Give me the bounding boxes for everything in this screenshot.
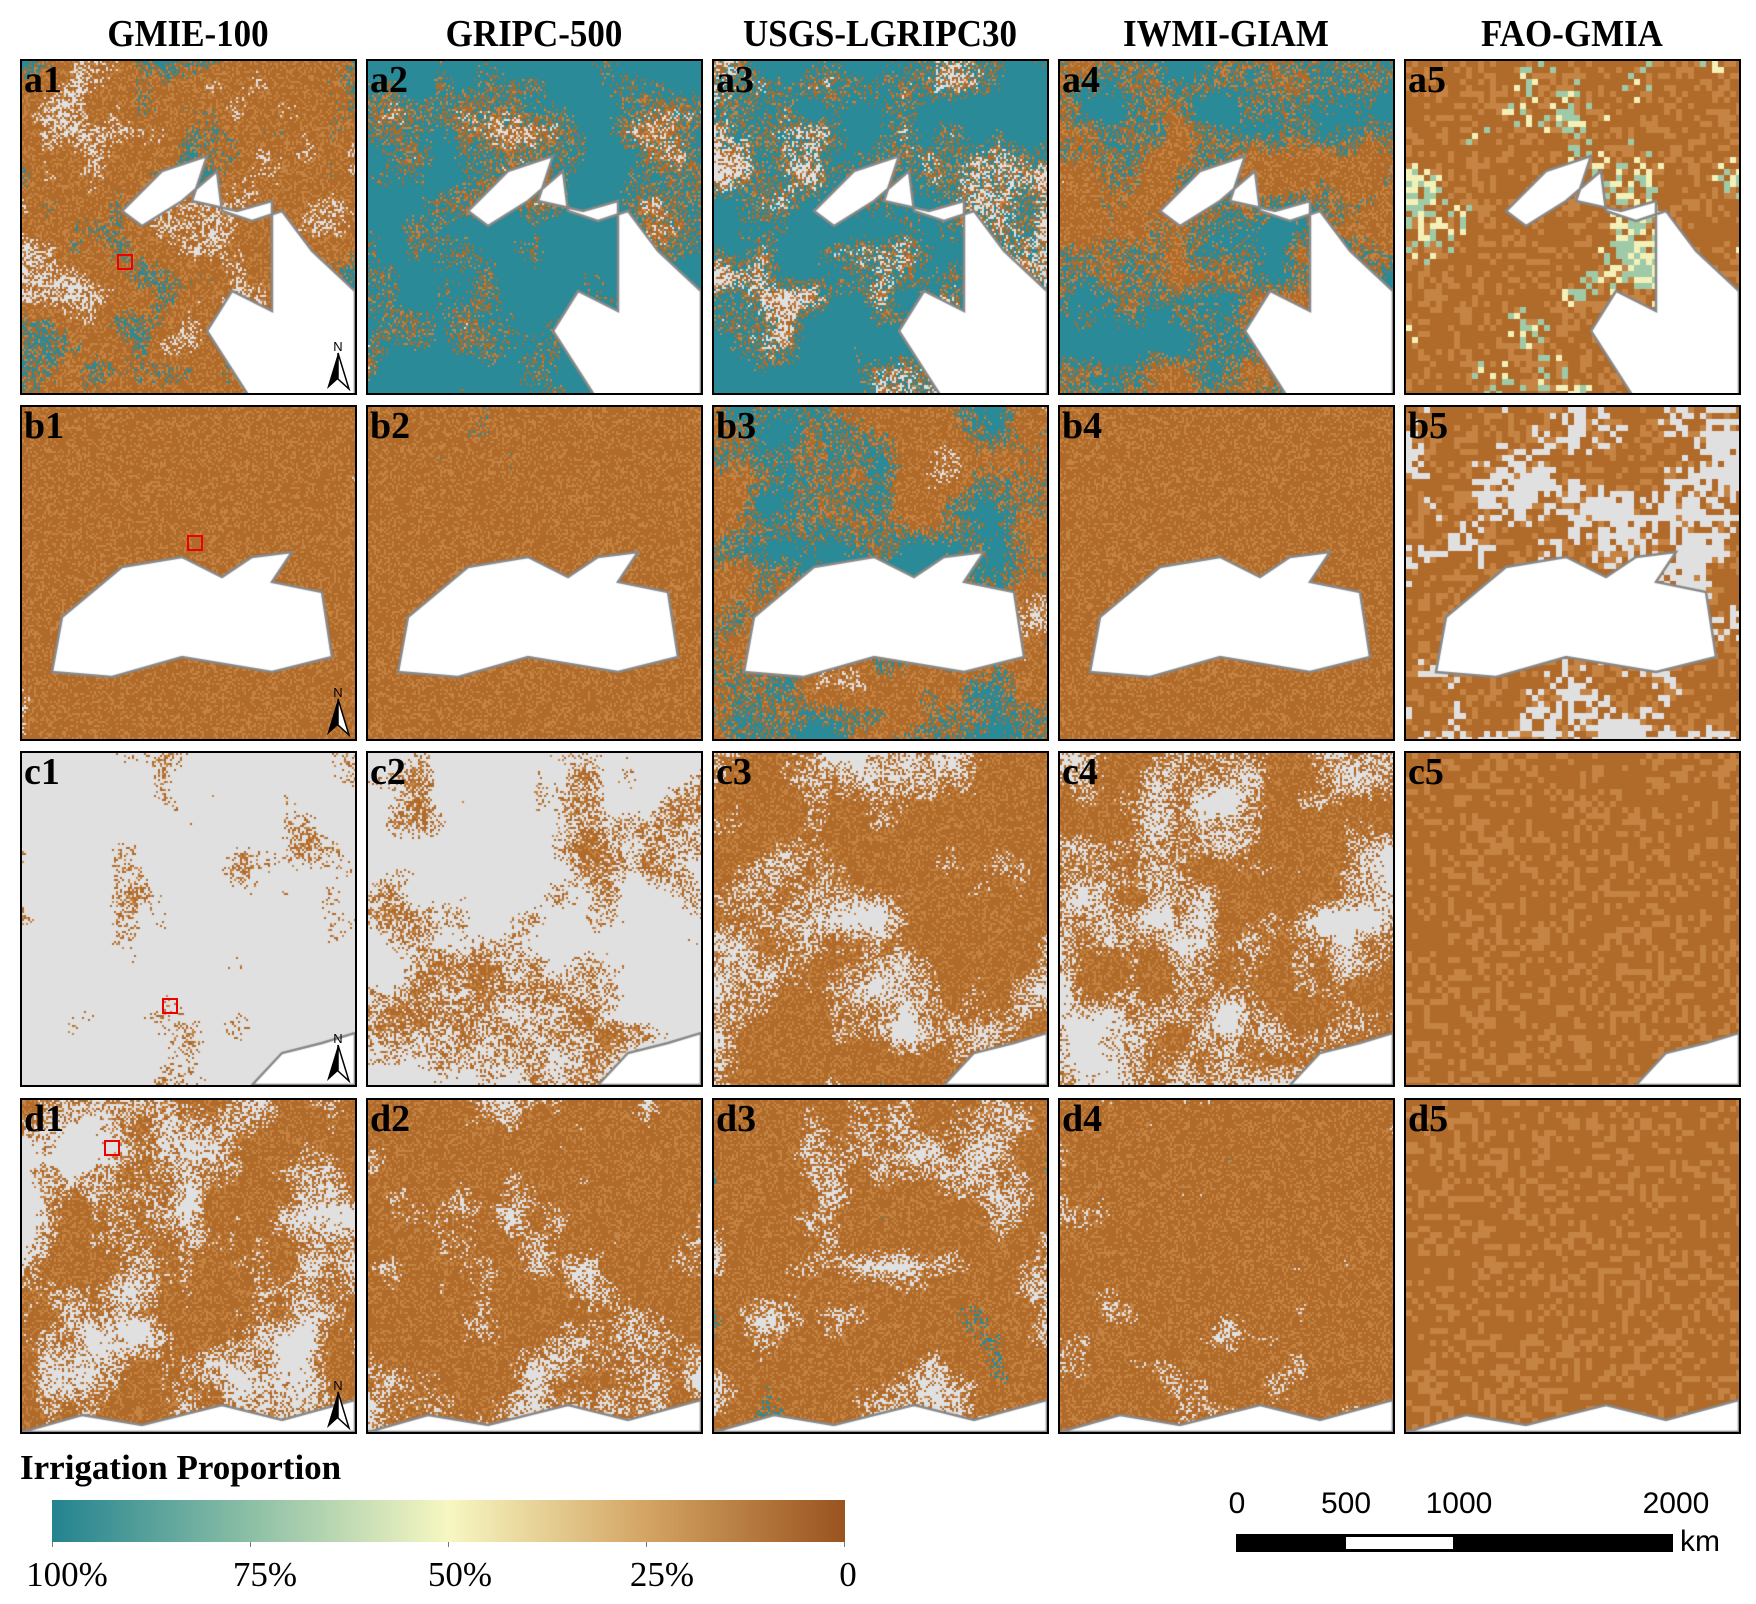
panel-label: a4 — [1062, 59, 1100, 101]
panel-label: b4 — [1062, 405, 1103, 447]
irrigation-map-d2 — [368, 1100, 701, 1432]
colorbar-tick — [448, 1542, 449, 1547]
scale-label: 500 — [1320, 1487, 1372, 1520]
colorbar-tick — [646, 1542, 647, 1547]
north-label: N — [333, 339, 342, 354]
panel-label: a1 — [24, 59, 62, 101]
panel-label: a3 — [716, 59, 754, 101]
colorbar-label-75: 75% — [232, 1555, 298, 1594]
panel-label: d5 — [1408, 1098, 1449, 1140]
colorbar-label-100: 100% — [26, 1555, 108, 1594]
irrigation-map-a5 — [1406, 61, 1739, 393]
map-panel-a5: a5 — [1404, 59, 1741, 395]
map-panel-c5: c5 — [1404, 751, 1741, 1087]
irrigation-map-b3 — [714, 407, 1047, 739]
scale-label: 2000 — [1642, 1487, 1710, 1520]
map-panel-b2: b2 — [366, 405, 703, 741]
irrigation-map-d4 — [1060, 1100, 1393, 1432]
scale-bar-segment — [1236, 1534, 1346, 1552]
panel-label: b3 — [716, 405, 757, 447]
panel-label: a5 — [1408, 59, 1446, 101]
scale-label: 1000 — [1425, 1487, 1493, 1520]
north-arrow-icon: N — [323, 1378, 353, 1431]
north-arrow-icon: N — [323, 339, 353, 392]
map-panel-c1: c1 N — [20, 751, 357, 1087]
map-panel-c4: c4 — [1058, 751, 1395, 1087]
map-panel-d2: d2 — [366, 1098, 703, 1434]
colorbar — [52, 1500, 845, 1542]
panel-label: c1 — [24, 751, 60, 793]
irrigation-map-a2 — [368, 61, 701, 393]
study-area-highlight-box — [162, 998, 178, 1014]
panel-label: d3 — [716, 1098, 757, 1140]
scale-label: 0 — [1228, 1487, 1246, 1520]
panel-label: d2 — [370, 1098, 411, 1140]
colorbar-label-25: 25% — [629, 1555, 695, 1594]
panel-label: d4 — [1062, 1098, 1103, 1140]
panel-label: a2 — [370, 59, 408, 101]
map-panel-a3: a3 — [712, 59, 1049, 395]
north-arrow-icon: N — [323, 1031, 353, 1084]
study-area-highlight-box — [104, 1140, 120, 1156]
column-title: IWMI-GIAM — [1123, 13, 1329, 55]
map-panel-a1: a1 N — [20, 59, 357, 395]
irrigation-map-b2 — [368, 407, 701, 739]
column-title: FAO-GMIA — [1481, 13, 1663, 55]
panel-label: b5 — [1408, 405, 1449, 447]
panel-label: c4 — [1062, 751, 1098, 793]
north-arrow-icon: N — [323, 685, 353, 738]
legend-title: Irrigation Proportion — [20, 1448, 342, 1487]
map-panel-b4: b4 — [1058, 405, 1395, 741]
map-panel-c2: c2 — [366, 751, 703, 1087]
irrigation-map-d3 — [714, 1100, 1047, 1432]
map-panel-d3: d3 — [712, 1098, 1049, 1434]
scale-bar-segment — [1346, 1534, 1453, 1552]
column-title: GMIE-100 — [107, 13, 269, 55]
map-panel-d1: d1 N — [20, 1098, 357, 1434]
irrigation-map-c3 — [714, 753, 1047, 1085]
north-label: N — [333, 1031, 342, 1046]
colorbar-tick — [250, 1542, 251, 1547]
scale-unit: km — [1680, 1525, 1720, 1558]
irrigation-map-a1 — [22, 61, 355, 393]
colorbar-tick — [52, 1542, 53, 1547]
panel-label: c3 — [716, 751, 752, 793]
irrigation-map-a4 — [1060, 61, 1393, 393]
colorbar-label-50: 50% — [427, 1555, 493, 1594]
study-area-highlight-box — [117, 254, 133, 270]
map-panel-c3: c3 — [712, 751, 1049, 1087]
north-label: N — [333, 1378, 342, 1393]
irrigation-map-b4 — [1060, 407, 1393, 739]
map-panel-d5: d5 — [1404, 1098, 1741, 1434]
column-title: GRIPC-500 — [445, 13, 623, 55]
irrigation-map-b5 — [1406, 407, 1739, 739]
irrigation-map-b1 — [22, 407, 355, 739]
panel-label: c5 — [1408, 751, 1444, 793]
irrigation-map-d5 — [1406, 1100, 1739, 1432]
map-panel-b5: b5 — [1404, 405, 1741, 741]
map-panel-a2: a2 — [366, 59, 703, 395]
irrigation-map-c2 — [368, 753, 701, 1085]
panel-label: b1 — [24, 405, 65, 447]
panel-label: b2 — [370, 405, 411, 447]
north-label: N — [333, 685, 342, 700]
irrigation-map-c1 — [22, 753, 355, 1085]
colorbar-label-0: 0 — [839, 1555, 857, 1594]
irrigation-map-c4 — [1060, 753, 1393, 1085]
scale-bar-segment — [1453, 1534, 1673, 1552]
map-panel-b1: b1 N — [20, 405, 357, 741]
study-area-highlight-box — [187, 535, 203, 551]
map-panel-b3: b3 — [712, 405, 1049, 741]
colorbar-tick — [844, 1542, 845, 1547]
panel-label: d1 — [24, 1098, 65, 1140]
irrigation-map-a3 — [714, 61, 1047, 393]
irrigation-map-c5 — [1406, 753, 1739, 1085]
panel-label: c2 — [370, 751, 406, 793]
map-panel-d4: d4 — [1058, 1098, 1395, 1434]
map-panel-a4: a4 — [1058, 59, 1395, 395]
column-title: USGS-LGRIPC30 — [743, 13, 1017, 55]
irrigation-map-d1 — [22, 1100, 355, 1432]
